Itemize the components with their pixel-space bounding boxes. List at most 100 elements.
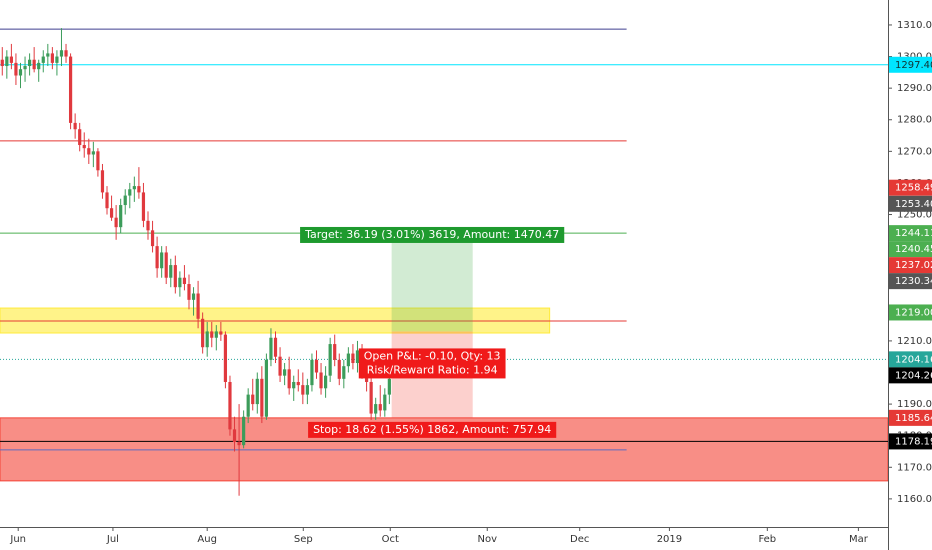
x-tick-label: Dec bbox=[570, 534, 589, 545]
candle-body bbox=[114, 217, 118, 228]
candle-body bbox=[346, 353, 350, 367]
candle-body bbox=[342, 366, 346, 379]
y-tick-label: 1250.00 bbox=[897, 210, 932, 221]
price-badge bbox=[889, 195, 932, 212]
price-badge bbox=[889, 225, 932, 242]
price-badge bbox=[889, 241, 932, 258]
price-badge-label: 1244.11 bbox=[895, 228, 932, 239]
candle-body bbox=[328, 344, 332, 376]
candle-body bbox=[109, 208, 114, 218]
x-tick-label: Mar bbox=[849, 534, 869, 545]
price-badge bbox=[889, 367, 932, 384]
candle-body bbox=[68, 56, 73, 123]
candle-body bbox=[310, 359, 314, 386]
candle-body bbox=[292, 381, 296, 389]
candle-body bbox=[255, 378, 259, 405]
candle-body bbox=[41, 56, 45, 63]
candle-body bbox=[119, 205, 123, 228]
candle-body bbox=[128, 189, 132, 196]
candle-body bbox=[155, 246, 159, 269]
candle-body bbox=[337, 359, 341, 379]
candle-body bbox=[237, 442, 241, 446]
candle-body bbox=[132, 186, 136, 190]
y-tick-label: 1270.00 bbox=[897, 146, 932, 157]
candle-body bbox=[333, 344, 337, 360]
price-badge-label: 1178.19 bbox=[895, 436, 932, 447]
candle-body bbox=[9, 56, 13, 63]
candle-body bbox=[146, 220, 150, 231]
candle-body bbox=[150, 230, 155, 247]
price-badge-label: 1219.00 bbox=[895, 307, 932, 318]
candle-body bbox=[355, 350, 360, 364]
candle-body bbox=[351, 353, 355, 364]
candle-body bbox=[214, 331, 218, 338]
candle-body bbox=[264, 359, 268, 417]
candle-body bbox=[219, 331, 223, 335]
price-badge-label: 1237.02 bbox=[895, 260, 932, 271]
y-tick-label: 1280.00 bbox=[897, 115, 932, 126]
price-badge-label: 1204.16 bbox=[895, 354, 932, 365]
candle-body bbox=[87, 148, 91, 155]
candle-body bbox=[273, 337, 278, 357]
price-badge bbox=[889, 179, 932, 196]
candle-body bbox=[164, 252, 168, 278]
price-badge-label: 1230.34 bbox=[895, 276, 932, 287]
price-badge bbox=[889, 304, 932, 321]
candle-body bbox=[205, 331, 209, 348]
candle-body bbox=[73, 122, 77, 130]
candle-body bbox=[260, 378, 264, 417]
candle-body bbox=[223, 334, 228, 382]
candle-body bbox=[169, 265, 173, 278]
candle-body bbox=[37, 62, 41, 70]
candle-body bbox=[187, 284, 191, 300]
y-tick-label: 1310.00 bbox=[897, 20, 932, 31]
candle-body bbox=[191, 293, 196, 300]
candle-body bbox=[383, 394, 387, 411]
price-badge bbox=[889, 409, 932, 426]
candle-body bbox=[314, 359, 319, 373]
x-tick-label: 2019 bbox=[657, 534, 682, 545]
candle-body bbox=[18, 69, 23, 76]
candle-body bbox=[105, 192, 109, 209]
candle-body bbox=[378, 404, 382, 411]
candle-body bbox=[387, 378, 391, 395]
candle-body bbox=[0, 59, 4, 67]
candle-body bbox=[246, 394, 250, 417]
candle-body bbox=[91, 151, 95, 155]
pnl-box bbox=[358, 348, 506, 379]
candle-body bbox=[82, 145, 86, 149]
candle-body bbox=[196, 293, 200, 319]
pnl-label: Open P&L: -0.10, Qty: 13 bbox=[364, 349, 501, 362]
candle-body bbox=[324, 375, 328, 389]
candle-body bbox=[23, 66, 27, 70]
price-badge-label: 1204.26 bbox=[895, 370, 932, 381]
price-badge-label: 1258.49 bbox=[895, 183, 932, 194]
candle-body bbox=[59, 50, 64, 57]
candle-body bbox=[369, 381, 373, 414]
candle-body bbox=[210, 331, 214, 338]
price-badge-label: 1297.40 bbox=[895, 60, 932, 71]
candle-body bbox=[242, 416, 246, 446]
y-tick-label: 1210.00 bbox=[897, 336, 932, 347]
x-tick-label: Jul bbox=[106, 534, 119, 545]
candle-body bbox=[96, 151, 100, 171]
candle-body bbox=[55, 56, 59, 63]
candle-body bbox=[46, 53, 50, 57]
x-tick-label: Nov bbox=[477, 534, 497, 545]
target-label-box bbox=[300, 226, 565, 243]
candle-body bbox=[32, 59, 36, 70]
y-tick-label: 1170.00 bbox=[897, 462, 932, 473]
candle-body bbox=[305, 385, 309, 395]
candle-body bbox=[374, 404, 378, 414]
x-tick-label: Jun bbox=[9, 534, 26, 545]
candle-body bbox=[137, 186, 141, 193]
price-badge bbox=[889, 56, 932, 73]
candle-body bbox=[278, 356, 282, 376]
candle-body bbox=[78, 129, 82, 146]
candle-body bbox=[319, 372, 323, 389]
candle-body bbox=[178, 277, 182, 288]
candle-body bbox=[28, 59, 32, 67]
y-tick-label: 1160.00 bbox=[897, 494, 932, 505]
